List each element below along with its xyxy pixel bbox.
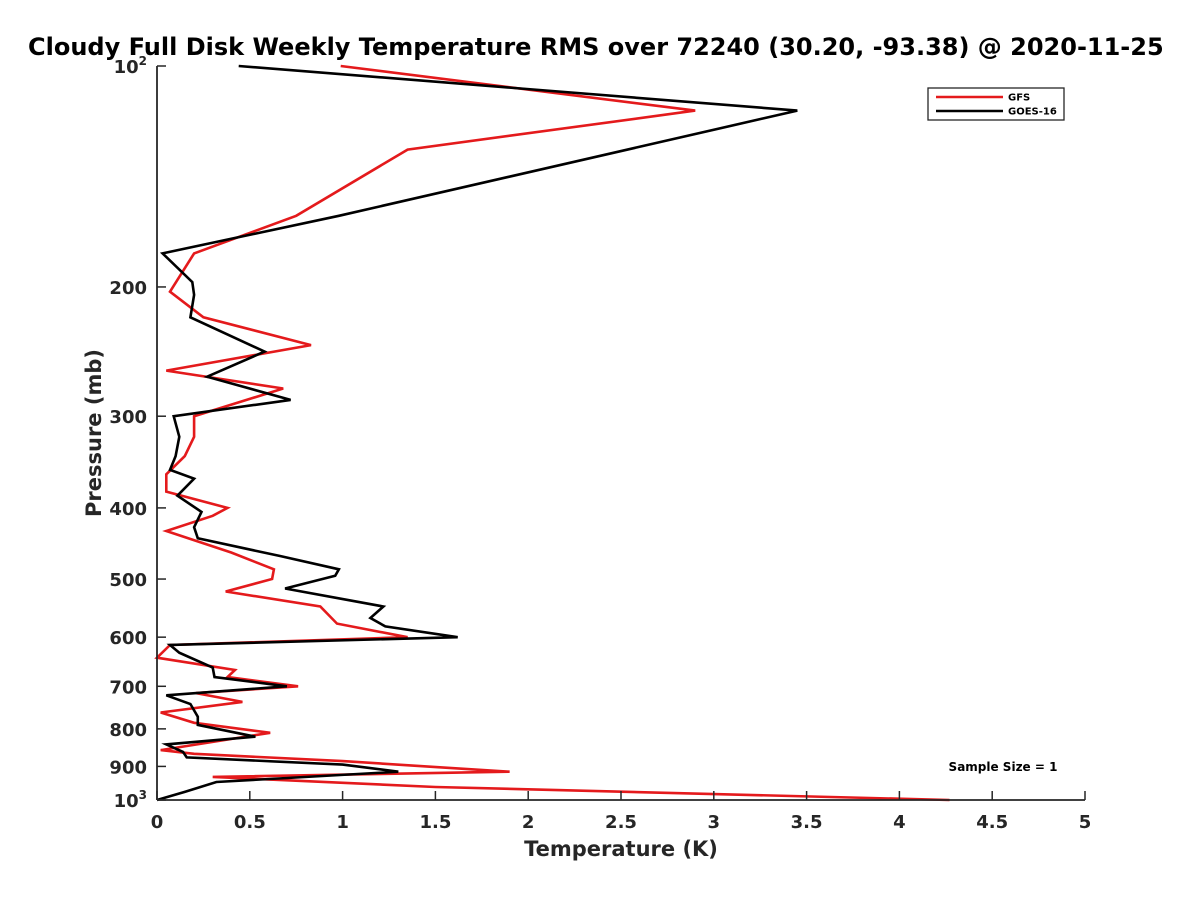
y-tick-label: 300 xyxy=(109,407,147,428)
x-tick-label: 4 xyxy=(893,812,906,833)
series-line-gfs xyxy=(154,64,950,802)
y-tick-label: 800 xyxy=(109,720,147,741)
y-tick-label: 102 xyxy=(114,54,147,78)
y-tick-label: 700 xyxy=(109,677,147,698)
x-tick-label: 0.5 xyxy=(234,812,266,833)
y-tick-label: 600 xyxy=(109,628,147,649)
y-tick-label: 103 xyxy=(114,788,147,812)
x-tick-label: 3.5 xyxy=(791,812,823,833)
y-tick-label: 900 xyxy=(109,757,147,778)
y-tick-label: 200 xyxy=(109,278,147,299)
sample-size-annotation: Sample Size = 1 xyxy=(949,760,1058,774)
axes-layer: 0 0.5 1 1.5 2 2.5 3 3.5 4 4.5 5 102 200 300 400 500 600 7… xyxy=(109,54,1091,833)
x-tick-label: 1.5 xyxy=(419,812,451,833)
chart-title: Cloudy Full Disk Weekly Temperature RMS … xyxy=(28,33,1164,61)
series-layer xyxy=(154,64,950,802)
x-tick-label: 0 xyxy=(151,812,164,833)
y-tick-label: 400 xyxy=(109,499,147,520)
series-line-goes-16 xyxy=(156,64,798,802)
legend: GFS GOES-16 xyxy=(927,87,1065,121)
y-tick-label: 500 xyxy=(109,570,147,591)
x-axis-label: Temperature (K) xyxy=(524,837,718,861)
x-tick-label: 2.5 xyxy=(605,812,637,833)
x-tick-label: 1 xyxy=(336,812,349,833)
legend-box xyxy=(927,87,1065,121)
x-tick-label: 2 xyxy=(522,812,535,833)
legend-entry-label: GOES-16 xyxy=(1008,107,1057,118)
x-tick-label: 3 xyxy=(708,812,721,833)
x-tick-label: 4.5 xyxy=(976,812,1008,833)
legend-entry-label: GFS xyxy=(1008,93,1030,104)
x-tick-label: 5 xyxy=(1079,812,1092,833)
y-axis-label: Pressure (mb) xyxy=(82,349,106,517)
